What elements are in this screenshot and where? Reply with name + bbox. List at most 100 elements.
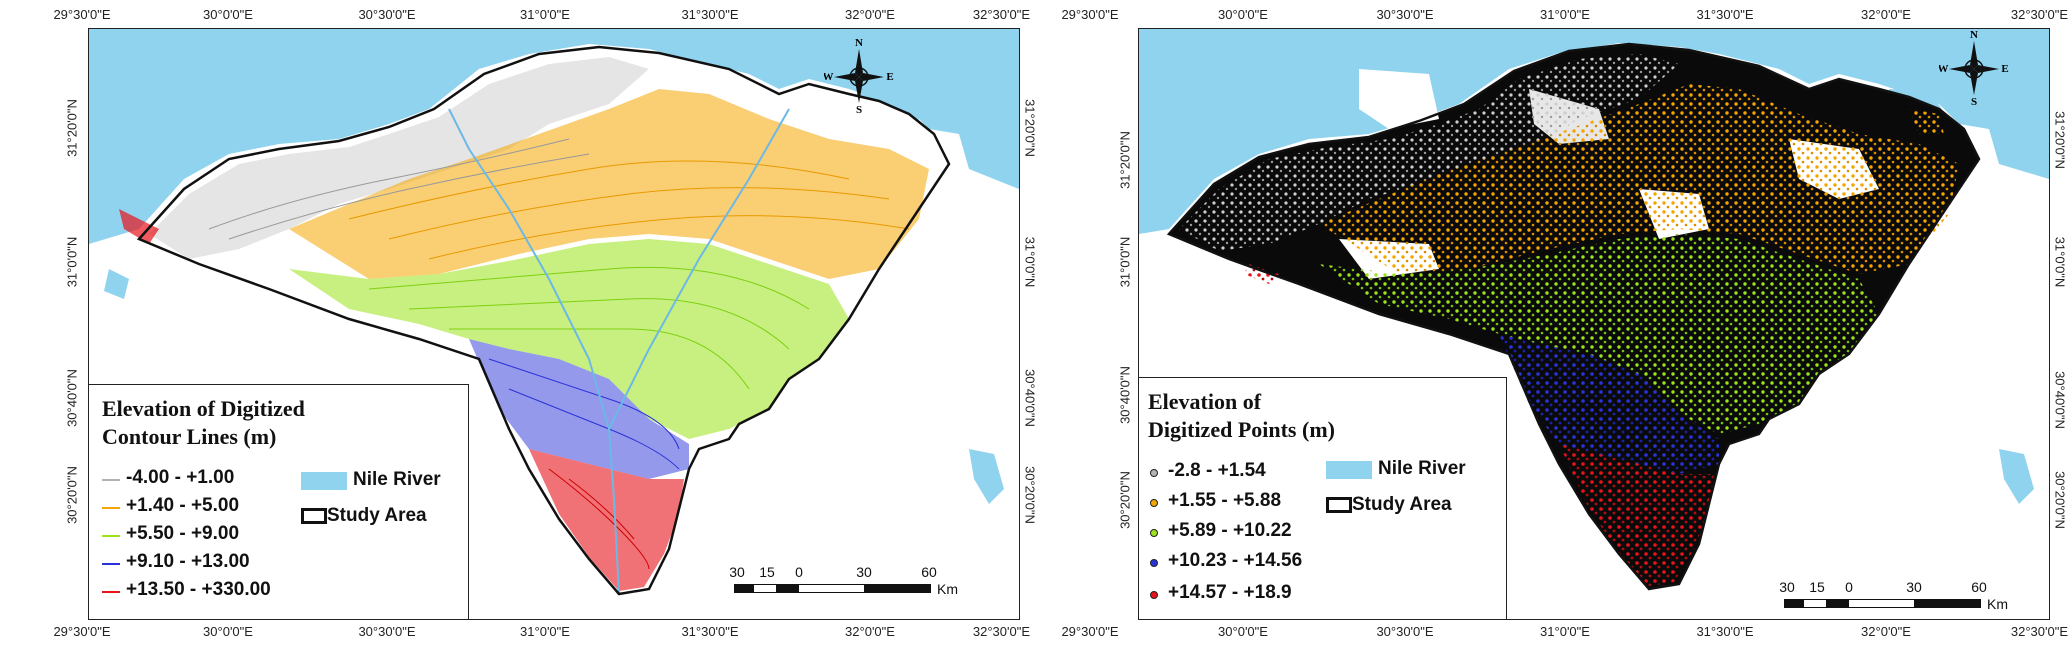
bottom-lon-label: 30°0'0"E xyxy=(203,624,253,639)
bottom-lon-label: 30°0'0"E xyxy=(1218,624,1268,639)
map-legend: Elevation of Digitized Contour Lines (m)… xyxy=(89,384,469,619)
scale-tick: 0 xyxy=(1845,579,1853,595)
right-lat-label: 30°40'0"N xyxy=(2052,371,2068,429)
right-map-frame: N S W E 30 15 0 30 60 Km Elevation of xyxy=(1138,28,2050,620)
scale-tick: 30 xyxy=(1779,579,1795,595)
top-lon-label: 30°0'0"E xyxy=(203,7,253,22)
left-lat-label: 31°20'0"N xyxy=(1117,131,1133,189)
legend-item: +5.50 - +9.00 xyxy=(102,523,239,545)
legend-title: Elevation of Digitized Points (m) xyxy=(1148,388,1335,444)
top-lon-label: 29°30'0"E xyxy=(1061,7,1119,22)
bottom-lon-label: 32°0'0"E xyxy=(1861,624,1911,639)
legend-item: +5.89 - +10.22 xyxy=(1148,520,1292,542)
legend-title: Elevation of Digitized Contour Lines (m) xyxy=(102,395,305,451)
zone-orange xyxy=(289,89,929,279)
legend-item: +1.55 - +5.88 xyxy=(1148,490,1281,512)
study-swatch xyxy=(301,508,327,524)
legend-title-line2: Contour Lines (m) xyxy=(102,424,277,449)
study-swatch xyxy=(1326,497,1352,513)
top-lon-label: 32°30'0"E xyxy=(2010,7,2068,22)
scale-tick: 30 xyxy=(1906,579,1922,595)
top-lon-label: 32°0'0"E xyxy=(845,7,895,22)
points-grey xyxy=(1179,54,1679,251)
scale-tick: 30 xyxy=(729,564,745,580)
nile-swatch xyxy=(301,472,347,490)
scale-tick: 30 xyxy=(856,564,872,580)
top-lon-label: 31°30'0"E xyxy=(1696,7,1754,22)
legend-title-line1: Elevation of Digitized xyxy=(102,396,305,421)
legend-nile-item: Nile River xyxy=(301,469,441,491)
top-lon-label: 31°0'0"E xyxy=(520,7,570,22)
nile-swatch xyxy=(1326,461,1372,479)
legend-item: +1.40 - +5.00 xyxy=(102,495,239,517)
compass-n: N xyxy=(855,37,863,49)
bottom-lon-label: 32°30'0"E xyxy=(2010,624,2068,639)
bottom-lon-label: 32°0'0"E xyxy=(845,624,895,639)
bottom-lon-label: 30°30'0"E xyxy=(358,624,416,639)
scale-bar: 30 15 0 30 60 Km xyxy=(729,564,994,604)
points-green xyxy=(1319,234,1879,434)
legend-swatch xyxy=(1150,469,1158,477)
points-orange xyxy=(1319,84,1959,274)
map-legend: Elevation of Digitized Points (m) -2.8 -… xyxy=(1139,377,1507,619)
right-map-canvas xyxy=(1139,29,2049,591)
points-orange-lake xyxy=(1909,109,1944,134)
left-lat-label: 30°40'0"N xyxy=(64,369,80,427)
legend-swatch xyxy=(102,563,120,565)
no-data-gap xyxy=(1359,69,1439,129)
compass-w: W xyxy=(824,71,834,83)
right-lat-label: 31°20'0"N xyxy=(2052,111,2068,169)
zone-green xyxy=(289,239,849,439)
bottom-lon-label: 31°30'0"E xyxy=(681,624,739,639)
zone-red xyxy=(529,449,684,591)
legend-swatch xyxy=(102,507,120,509)
legend-swatch xyxy=(1150,529,1158,537)
legend-swatch xyxy=(102,535,120,537)
top-lon-label: 32°0'0"E xyxy=(1861,7,1911,22)
left-lat-label: 31°20'0"N xyxy=(64,99,80,157)
legend-swatch xyxy=(102,479,120,481)
right-lat-label: 30°20'0"N xyxy=(2052,471,2068,529)
lake xyxy=(1999,449,2034,504)
left-lat-label: 30°40'0"N xyxy=(1117,366,1133,424)
bottom-lon-label: 31°0'0"E xyxy=(1540,624,1590,639)
lake xyxy=(969,449,1004,504)
legend-swatch xyxy=(102,591,120,593)
north-arrow: N S W E xyxy=(824,37,894,115)
bottom-lon-label: 30°30'0"E xyxy=(1376,624,1434,639)
zone-grey xyxy=(149,57,649,259)
study-boundary xyxy=(136,45,951,596)
legend-item: +14.57 - +18.9 xyxy=(1148,582,1292,604)
sea-area xyxy=(89,29,1019,244)
top-lon-label: 30°30'0"E xyxy=(358,7,416,22)
left-map-canvas xyxy=(89,29,1019,596)
legend-title-line2: Digitized Points (m) xyxy=(1148,417,1335,442)
scale-tick: 60 xyxy=(1971,579,1987,595)
top-lon-label: 31°30'0"E xyxy=(681,7,739,22)
compass-e: E xyxy=(886,71,893,83)
compass-e: E xyxy=(2001,63,2008,75)
legend-swatch xyxy=(1150,559,1158,567)
legend-swatch xyxy=(1150,499,1158,507)
compass-s: S xyxy=(1971,96,1977,107)
lake xyxy=(104,269,129,299)
legend-study-item: Study Area xyxy=(1326,494,1452,516)
scale-unit: Km xyxy=(1987,596,2008,612)
legend-item: +9.10 - +13.00 xyxy=(102,551,250,573)
bottom-lon-label: 29°30'0"E xyxy=(53,624,111,639)
compass-s: S xyxy=(856,104,862,115)
bottom-lon-label: 31°30'0"E xyxy=(1696,624,1754,639)
left-lat-label: 31°0'0"N xyxy=(1117,236,1133,288)
scale-tick: 15 xyxy=(1809,579,1825,595)
study-boundary xyxy=(1166,42,1981,591)
bottom-lon-label: 31°0'0"E xyxy=(520,624,570,639)
legend-swatch xyxy=(1150,591,1158,599)
points-blue xyxy=(1499,334,1719,474)
zone-red-west xyxy=(119,209,159,244)
legend-study-item: Study Area xyxy=(301,505,427,527)
bottom-lon-label: 32°30'0"E xyxy=(972,624,1030,639)
compass-n: N xyxy=(1970,29,1978,41)
top-lon-label: 30°30'0"E xyxy=(1376,7,1434,22)
points-red-west xyxy=(1244,264,1279,284)
legend-item: -2.8 - +1.54 xyxy=(1148,460,1266,482)
